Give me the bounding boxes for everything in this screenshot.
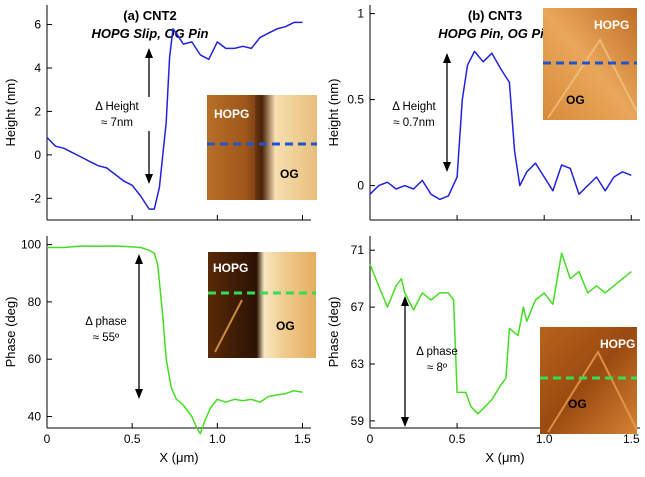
annotation-b-phase-line1: Δ phase [416,346,458,358]
y-tick-label: 60 [28,352,42,366]
x-tick-label: 0 [44,432,51,446]
annotation-a-phase: Δ phase ≈ 55º [76,254,143,399]
y-tick-label: 4 [34,61,41,75]
annotation-b-phase: Δ phase ≈ 8º [401,296,458,427]
panel-b-subtitle: HOPG Pin, OG Pin [438,26,551,41]
annotation-a-phase-line2: ≈ 55º [93,332,120,344]
y-tick-label: 1 [357,7,364,21]
annotation-b-height-line1: Δ Height [392,101,436,113]
x-tick-label: 1.0 [209,432,226,446]
annotation-a-height: Δ Height ≈ 7nm [82,48,153,184]
x-axis-label: X (μm) [159,450,198,465]
y-tick-label: 0.5 [347,93,364,107]
y-tick-label: 6 [34,18,41,32]
panel-a-subtitle: HOPG Slip, OG Pin [91,26,208,41]
y-tick-label: 67 [351,300,365,314]
y-axis-label: Phase (deg) [326,297,341,368]
series-line [46,21,303,210]
x-tick-label: 0.5 [449,432,466,446]
plot-a-height: -2 0 2 4 6 Height (nm) [3,5,311,221]
series-line [47,245,303,435]
y-tick-label: 71 [351,243,365,257]
y-tick-label: 63 [351,357,365,371]
y-tick-label: 40 [28,410,42,424]
inset-b-phase-label-hopg: HOPG [600,337,635,351]
x-tick-label: 1.5 [623,432,640,446]
panel-a-title: (a) CNT2 [123,8,176,23]
y-tick-label: 0 [34,148,41,162]
inset-b-height-label-hopg: HOPG [594,18,629,32]
annotation-a-height-line2: ≈ 7nm [101,117,133,129]
plot-b-phase: 59 63 67 71 0 0.5 1.0 1.5 Phase (deg) X (μm) [326,236,640,465]
inset-b-height-label-og: OG [566,93,585,107]
x-tick-label: 1.5 [294,432,311,446]
y-tick-label: 59 [351,414,365,428]
y-tick-label: 0 [357,179,364,193]
series-line [369,252,632,415]
plot-b-height: 0 0.5 1 Height (nm) [326,5,640,221]
y-tick-label: 100 [21,238,41,252]
series-line [369,50,632,201]
annotation-a-phase-line1: Δ phase [85,316,127,328]
annotation-a-height-line1: Δ Height [95,101,139,113]
x-tick-label: 0.5 [124,432,141,446]
annotation-b-height-line2: ≈ 0.7nm [393,117,434,129]
inset-a-phase-label-og: OG [276,319,295,333]
y-tick-label: 2 [34,104,41,118]
y-tick-label: 80 [28,295,42,309]
plot-a-phase: 40 60 80 100 0 0.5 1.0 1.5 Phase (deg) X (μm) [3,236,311,465]
y-tick-label: -2 [30,191,41,205]
x-axis-label: X (μm) [485,450,524,465]
inset-a-height-label-og: OG [280,167,299,181]
annotation-b-phase-line2: ≈ 8º [427,362,448,374]
y-axis-label: Phase (deg) [3,297,18,368]
inset-b-phase-image: HOPG OG [540,327,638,434]
y-axis-label: Height (nm) [326,79,341,147]
y-axis-label: Height (nm) [3,79,18,147]
inset-b-phase-label-og: OG [568,397,587,411]
inset-b-height-image: HOPG OG [543,8,638,120]
panel-b-title: (b) CNT3 [468,8,522,23]
inset-a-phase-label-hopg: HOPG [213,261,248,275]
annotation-b-height: Δ Height ≈ 0.7nm [392,53,451,172]
x-tick-label: 1.0 [536,432,553,446]
x-tick-label: 0 [367,432,374,446]
inset-a-height-image: HOPG OG [207,95,317,200]
inset-a-phase-image: HOPG OG [208,252,316,358]
inset-a-height-label-hopg: HOPG [214,107,249,121]
